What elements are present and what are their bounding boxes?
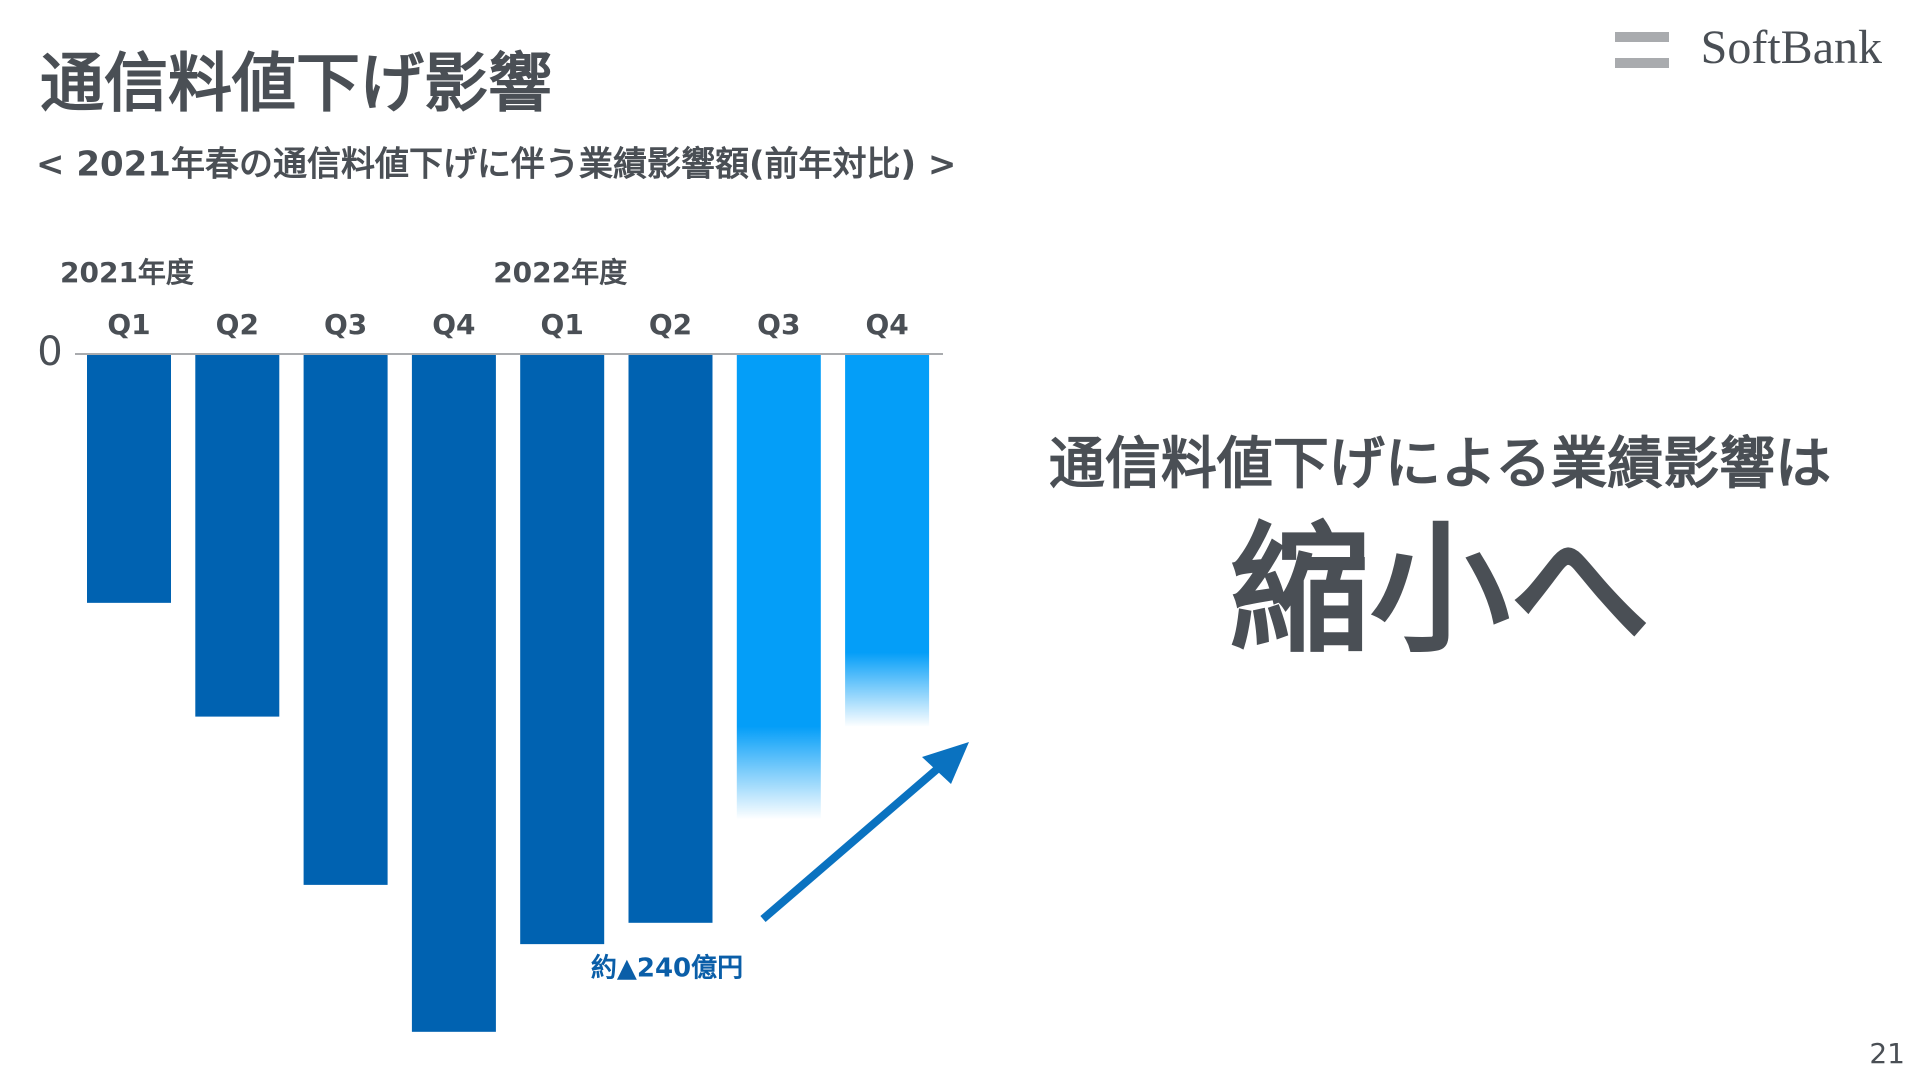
- x-tick-label: Q1: [541, 308, 584, 341]
- message: 通信料値下げによる業績影響は: [1049, 432, 1831, 497]
- bar: [195, 354, 280, 717]
- x-tick-label: Q3: [324, 308, 367, 341]
- bar: [87, 354, 171, 603]
- x-tick-label: Q2: [649, 308, 692, 341]
- bar: [303, 354, 388, 885]
- y-tick-label: 0: [37, 329, 62, 375]
- bar: [411, 354, 496, 1032]
- x-tick-label: Q4: [865, 308, 908, 341]
- bar: [628, 354, 713, 923]
- x-tick-label: Q2: [216, 308, 259, 341]
- page-number: 21: [1869, 1037, 1905, 1070]
- message-emphasis: 縮小へ: [1230, 510, 1650, 673]
- bar: [520, 354, 605, 945]
- title: 通信料値下げ影響: [40, 48, 552, 122]
- annotation: 約▲240億円: [591, 953, 743, 984]
- bar-fade: [844, 354, 931, 728]
- x-tick-label: Q3: [757, 308, 800, 341]
- logo-bar: [1615, 58, 1669, 68]
- arrow-head: [922, 742, 969, 784]
- fiscal-year-label: 2021年度: [60, 256, 194, 289]
- bar-fade: [735, 354, 822, 820]
- logo: SoftBank: [1701, 21, 1882, 74]
- logo-bar: [1615, 32, 1669, 42]
- x-tick-label: Q1: [107, 308, 150, 341]
- x-tick-label: Q4: [432, 308, 475, 341]
- subtitle: < 2021年春の通信料値下げに伴う業績影響額(前年対比) >: [36, 145, 956, 185]
- trend-arrow: [760, 754, 953, 923]
- fiscal-year-label: 2022年度: [493, 256, 627, 289]
